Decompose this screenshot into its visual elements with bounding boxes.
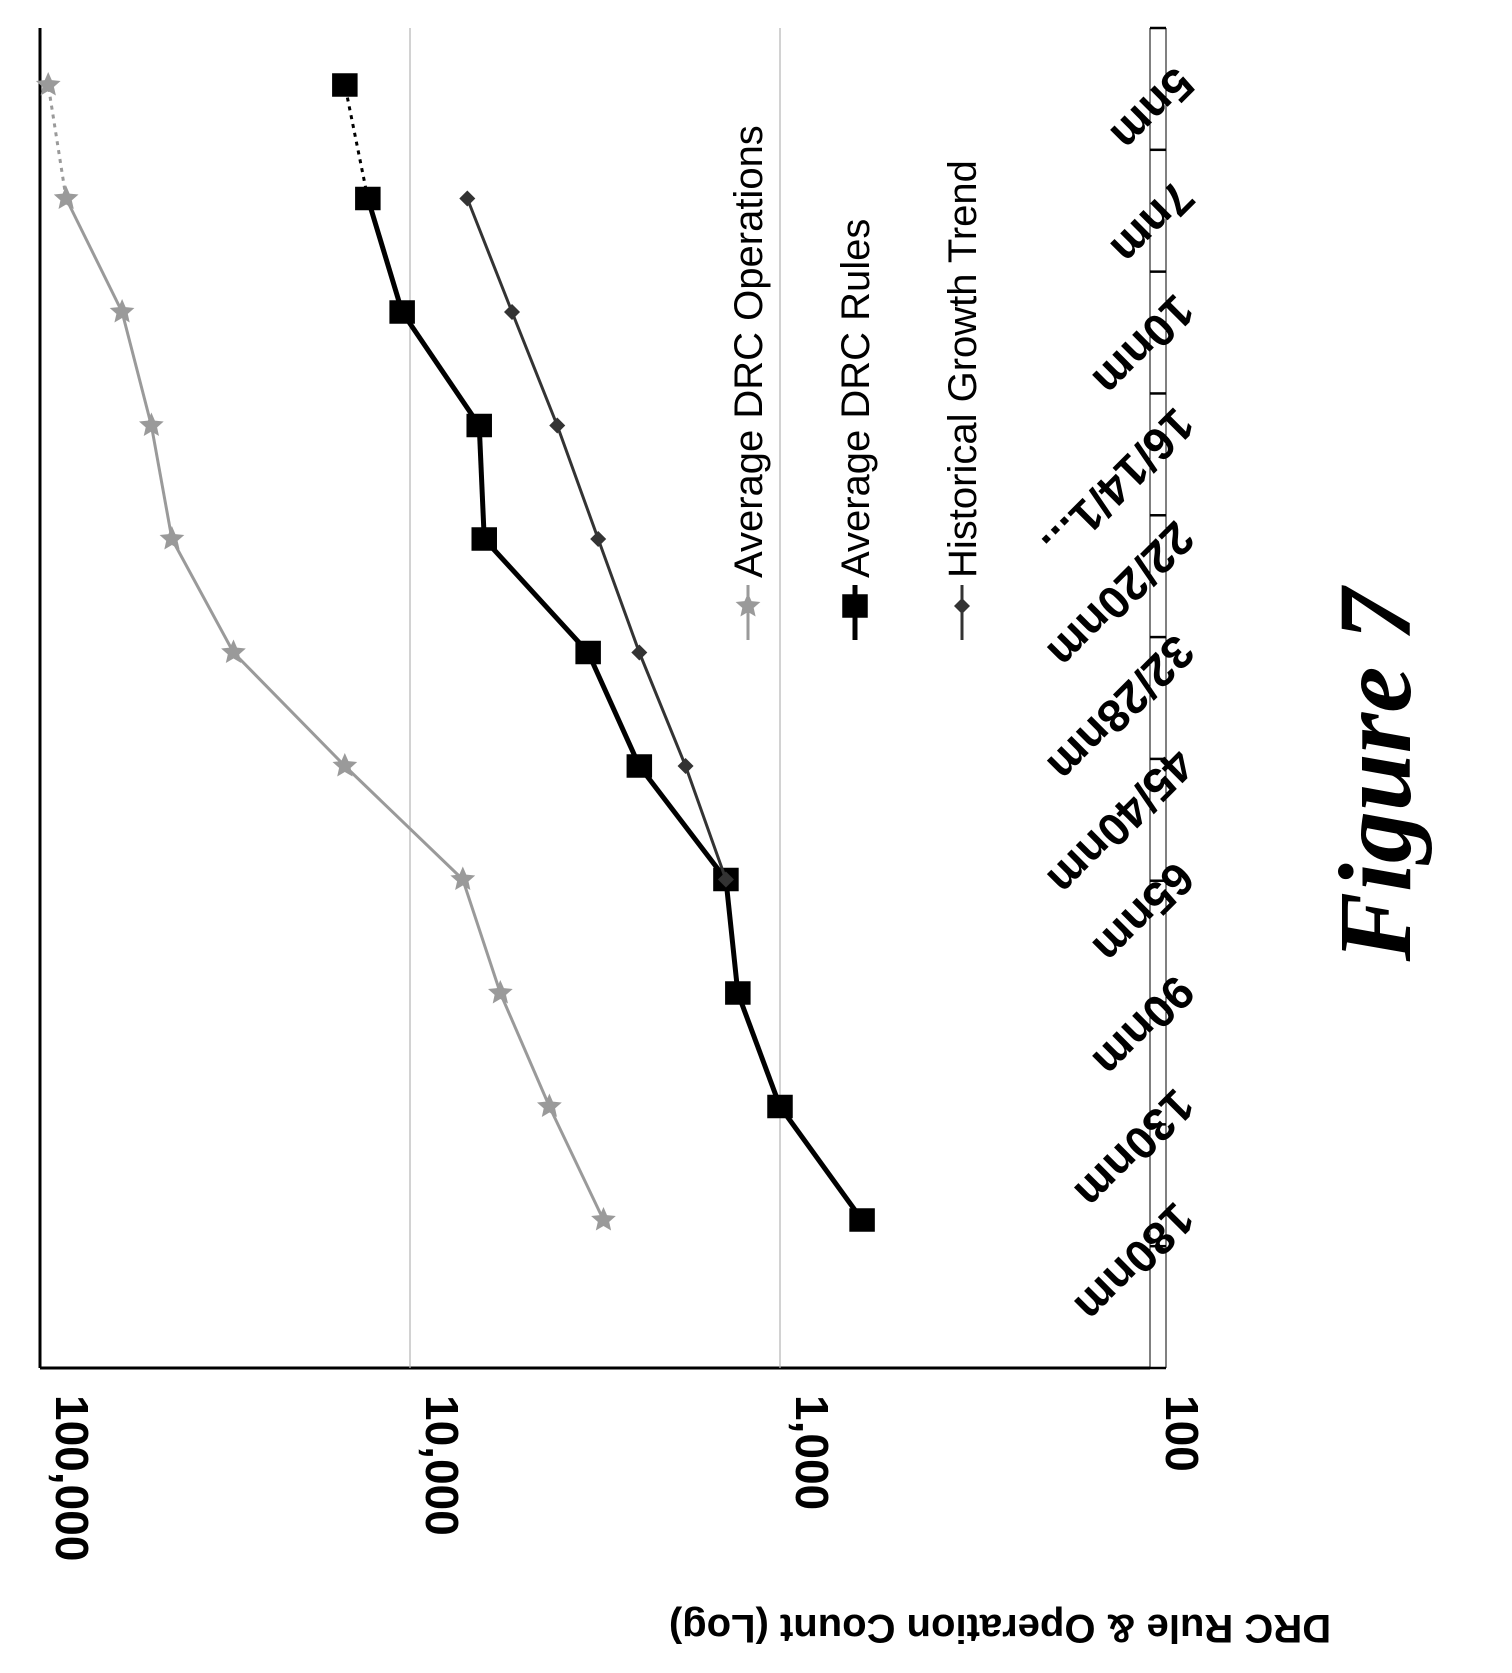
data-point bbox=[504, 304, 521, 320]
series-line-segment bbox=[482, 537, 590, 655]
data-point bbox=[549, 417, 566, 434]
legend-entry: Average DRC Rules bbox=[834, 219, 878, 640]
data-point bbox=[537, 1093, 562, 1117]
series-line-segment bbox=[777, 1105, 865, 1222]
series-line-segment bbox=[637, 764, 728, 882]
data-point bbox=[159, 526, 185, 550]
series-line-segment bbox=[343, 764, 464, 881]
data-point bbox=[631, 644, 648, 661]
series-historical-growth-trend bbox=[459, 190, 734, 888]
series-line-segment bbox=[637, 651, 687, 767]
series-average-drc-operations bbox=[35, 72, 616, 1231]
legend-entry: Average DRC Operations bbox=[727, 125, 771, 640]
series-line-segment bbox=[343, 84, 370, 199]
series-line-segment bbox=[46, 84, 68, 199]
series-line-segment bbox=[684, 765, 728, 881]
series-line-segment bbox=[585, 651, 642, 768]
series-line-segment bbox=[400, 310, 482, 427]
series-line-segment bbox=[232, 651, 346, 768]
series-line-segment bbox=[548, 1105, 605, 1221]
data-point bbox=[332, 73, 358, 97]
series-line-segment bbox=[596, 538, 641, 654]
value-tick-label: 100 bbox=[1156, 1395, 1208, 1472]
data-point bbox=[139, 412, 164, 436]
legend-label: Historical Growth Trend bbox=[941, 160, 985, 578]
series-average-drc-rules bbox=[332, 73, 875, 1232]
data-point bbox=[677, 758, 694, 774]
series-line-segment bbox=[149, 425, 174, 540]
series-line-segment bbox=[498, 992, 551, 1108]
series-line-segment bbox=[555, 424, 600, 540]
data-point bbox=[626, 754, 653, 778]
series-layer bbox=[35, 72, 875, 1232]
data-point bbox=[459, 190, 476, 207]
value-tick-labels: 100 1,000 10,000 100,000 bbox=[46, 1395, 1208, 1561]
value-tick-label: 100,000 bbox=[46, 1395, 98, 1561]
data-point bbox=[767, 1094, 793, 1119]
legend-label: Average DRC Operations bbox=[727, 125, 771, 578]
data-point bbox=[389, 300, 415, 324]
data-point bbox=[488, 980, 513, 1004]
data-point bbox=[450, 866, 476, 890]
data-point bbox=[591, 1207, 616, 1231]
data-point bbox=[53, 185, 79, 209]
data-point bbox=[590, 531, 607, 547]
data-point bbox=[842, 594, 868, 618]
legend-entry: Historical Growth Trend bbox=[941, 160, 985, 640]
data-point bbox=[35, 72, 61, 96]
data-point bbox=[109, 299, 135, 323]
data-point bbox=[725, 981, 751, 1005]
value-tick-label: 10,000 bbox=[416, 1395, 468, 1536]
value-tick-label: 1,000 bbox=[786, 1395, 838, 1510]
data-point bbox=[332, 753, 358, 777]
series-line-segment bbox=[723, 879, 741, 994]
data-point bbox=[954, 598, 970, 614]
series-line-segment bbox=[476, 425, 487, 540]
series-line-segment bbox=[465, 197, 514, 313]
plot-area bbox=[40, 28, 1150, 1368]
category-ticks bbox=[1150, 26, 1167, 1370]
legend-label: Average DRC Rules bbox=[834, 219, 878, 578]
data-point bbox=[221, 639, 246, 663]
series-line-segment bbox=[120, 311, 153, 426]
series-line-segment bbox=[510, 311, 559, 427]
series-line-segment bbox=[64, 197, 124, 313]
data-point bbox=[575, 640, 601, 665]
value-axis-label: DRC Rule & Operation Count (Log) bbox=[669, 1606, 1331, 1650]
legend: Average DRC Operations Average DRC Rules H… bbox=[727, 125, 985, 640]
data-point bbox=[735, 593, 761, 617]
data-point bbox=[466, 413, 492, 438]
data-point bbox=[849, 1208, 875, 1232]
figure-caption: Figure 7 bbox=[1318, 585, 1433, 963]
gridlines bbox=[409, 28, 781, 1368]
series-line-segment bbox=[735, 992, 783, 1108]
series-line-segment bbox=[170, 538, 235, 654]
data-point bbox=[717, 871, 734, 888]
series-line-segment bbox=[365, 197, 405, 313]
series-line-segment bbox=[461, 879, 502, 994]
data-point bbox=[471, 527, 497, 551]
data-point bbox=[355, 186, 381, 211]
